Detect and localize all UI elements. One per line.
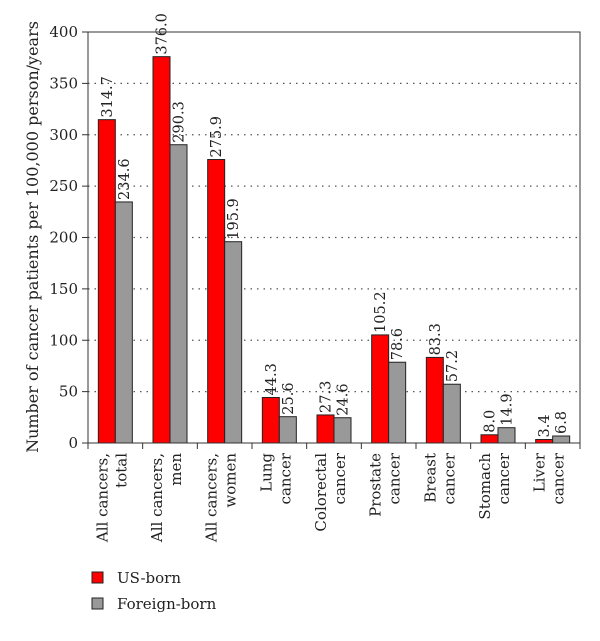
us-born-bar — [152, 56, 171, 444]
x-category-label: Prostate — [367, 453, 385, 517]
us-born-bar — [425, 356, 444, 444]
y-tick-label: 150 — [49, 280, 78, 298]
x-category-label: cancer — [276, 452, 294, 504]
y-tick-label: 0 — [68, 434, 78, 452]
x-category-label: Stomach — [476, 453, 494, 520]
y-tick-label: 200 — [49, 229, 78, 247]
foreign-born-bar — [442, 383, 461, 444]
foreign-born-bar — [552, 435, 571, 444]
x-category-label: cancer — [440, 452, 458, 504]
legend-swatch — [91, 597, 104, 610]
data-label: 376.0 — [155, 13, 171, 55]
x-category-label: cancer — [550, 452, 568, 504]
data-label: 83.3 — [428, 323, 444, 355]
us-born-bar — [207, 159, 226, 444]
legend-swatch — [91, 571, 104, 584]
us-born-bar — [535, 439, 554, 444]
plot-area-frame — [87, 31, 581, 444]
data-label: 8.0 — [483, 410, 499, 433]
y-tick-label: 250 — [49, 177, 78, 195]
data-label: 275.9 — [209, 116, 225, 158]
x-category-label: Breast — [421, 453, 439, 503]
x-category-label: All cancers, — [148, 453, 166, 543]
y-tick-label: 300 — [49, 126, 78, 144]
gridlines — [88, 82, 580, 393]
foreign-born-bar — [333, 417, 352, 444]
y-axis-ticks: 0 50 100 150 200 250 300 350 400 — [49, 23, 88, 452]
data-label: 290.3 — [172, 101, 188, 143]
data-label: 27.3 — [319, 381, 335, 413]
y-tick-label: 400 — [49, 23, 78, 41]
data-label: 25.6 — [281, 382, 297, 414]
x-category-label: Colorectal — [312, 453, 330, 532]
y-tick-label: 100 — [49, 331, 78, 349]
y-axis-title: Number of cancer patients per 100,000 pe… — [23, 21, 42, 453]
data-label: 14.9 — [500, 393, 516, 425]
data-label: 44.3 — [264, 363, 280, 395]
data-labels: 314.7 234.6 376.0 290.3 275.9 195.9 44.325.6 27… — [100, 13, 570, 437]
foreign-born-bar — [497, 427, 516, 444]
data-label: 57.2 — [445, 350, 461, 382]
us-born-bar — [480, 434, 499, 444]
y-tick-label: 350 — [49, 74, 78, 92]
data-label: 195.9 — [226, 198, 242, 240]
x-category-label: All cancers, — [203, 453, 221, 543]
us-born-bar — [316, 414, 335, 444]
x-category-label: women — [222, 453, 240, 508]
legend-label: US-born — [117, 569, 181, 587]
data-label: 3.4 — [537, 414, 553, 437]
y-tick-label: 50 — [59, 383, 78, 401]
data-label: 6.8 — [554, 411, 570, 434]
us-born-bar — [97, 119, 116, 444]
data-label: 234.6 — [117, 158, 133, 200]
x-category-label: Lung — [257, 453, 275, 492]
x-category-label: men — [167, 453, 185, 486]
data-label: 314.7 — [100, 76, 116, 118]
data-label: 78.6 — [390, 328, 406, 360]
foreign-born-bar — [388, 361, 407, 444]
data-label: 105.2 — [373, 291, 389, 333]
x-category-label: cancer — [386, 452, 404, 504]
data-label: 24.6 — [336, 383, 352, 415]
x-category-label: All cancers, — [93, 453, 111, 543]
foreign-born-bar — [114, 201, 133, 444]
x-category-label: cancer — [495, 452, 513, 504]
legend: US-born Foreign-born — [91, 569, 217, 613]
bars — [97, 56, 571, 444]
x-category-label: cancer — [331, 452, 349, 504]
us-born-bar — [261, 396, 280, 444]
us-born-bar — [371, 334, 390, 444]
x-category-label: total — [112, 453, 130, 488]
x-axis-category-labels: All cancers, total All cancers, men All canc… — [87, 443, 581, 543]
x-category-label: Liver — [531, 452, 549, 492]
legend-label: Foreign-born — [117, 595, 217, 613]
foreign-born-bar — [169, 144, 188, 444]
foreign-born-bar — [224, 241, 243, 444]
foreign-born-bar — [278, 416, 297, 444]
